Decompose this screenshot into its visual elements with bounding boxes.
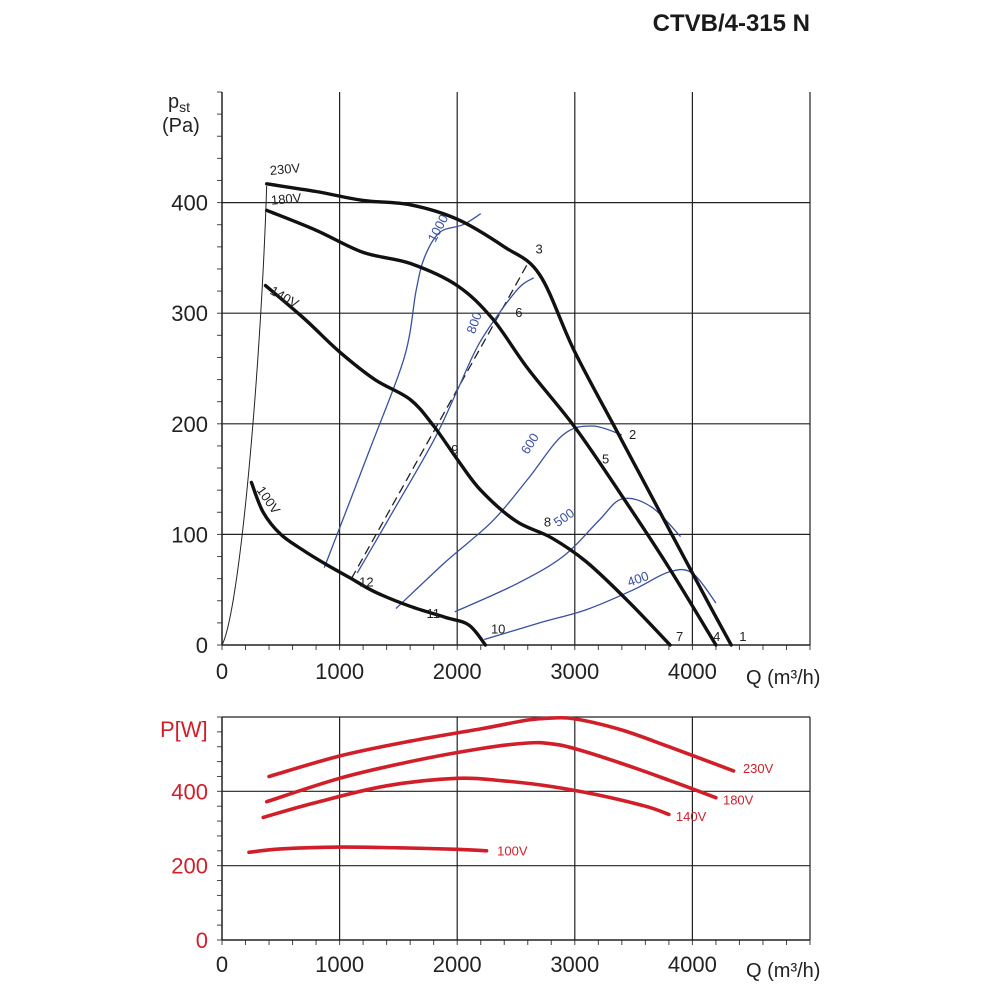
- point-label-6: 6: [515, 305, 522, 320]
- x-tick-label: 2000: [433, 659, 482, 684]
- x-axis-title-unit: (m³/h): [767, 960, 820, 982]
- y-tick-label: 400: [171, 779, 208, 804]
- y-tick-label: 100: [171, 522, 208, 547]
- point-label-7: 7: [676, 629, 683, 644]
- point-label-12: 12: [359, 575, 373, 590]
- chart-title: CTVB/4-315 N: [652, 10, 810, 37]
- rpm-label-600: 600: [518, 430, 542, 456]
- x-tick-label: 3000: [550, 952, 599, 977]
- power-series-label-100v: 100V: [497, 843, 528, 858]
- power-curve-230v: [267, 715, 736, 779]
- power-series-label-230v: 230V: [743, 761, 774, 776]
- point-label-1: 1: [739, 629, 746, 644]
- x-axis-title: Q (m³/h): [746, 960, 820, 982]
- rpm-curve-800: [356, 277, 534, 574]
- pressure-curve-230v: [265, 182, 733, 647]
- system-curve: [221, 185, 268, 646]
- y-tick-label: 400: [171, 191, 208, 216]
- pressure-chart: 0 1000 2000 3000 4000 0 100 200 300 400 Q (m³/h) ps…: [162, 91, 820, 689]
- x-tick-label: 4000: [668, 952, 717, 977]
- point-label-4: 4: [713, 629, 720, 644]
- pressure-curve-180v: [265, 208, 718, 647]
- x-tick-label: 1000: [315, 952, 364, 977]
- point-label-9: 9: [451, 442, 458, 457]
- y-tick-label: 0: [196, 928, 208, 953]
- y-axis-title-sub: st: [179, 99, 190, 115]
- x-tick-label: 3000: [550, 659, 599, 684]
- x-axis-title-unit: (m³/h): [767, 667, 820, 689]
- y-axis-unit: (Pa): [162, 115, 200, 137]
- y-tick-label: 0: [196, 633, 208, 658]
- x-tick-label: 1000: [315, 659, 364, 684]
- x-tick-label: 4000: [668, 659, 717, 684]
- point-label-11: 11: [426, 606, 440, 621]
- power-curve-140v: [261, 776, 671, 820]
- y-tick-label: 200: [171, 412, 208, 437]
- power-curve-100v: [247, 845, 489, 855]
- x-axis-title-main: Q: [746, 960, 767, 982]
- point-label-3: 3: [536, 241, 543, 256]
- pressure-curve-140v: [263, 283, 672, 647]
- point-label-10: 10: [491, 621, 505, 636]
- rpm-curve-1000: [323, 213, 482, 568]
- x-axis-title: Q (m³/h): [746, 667, 820, 689]
- x-axis-title-main: Q: [746, 667, 767, 689]
- x-tick-label: 0: [216, 952, 228, 977]
- rpm-curve-500: [454, 497, 682, 613]
- pressure-curve-100v: [249, 480, 488, 647]
- rpm-label-500: 500: [551, 505, 577, 530]
- x-tick-label: 0: [216, 659, 228, 684]
- power-chart: 0 1000 2000 3000 4000 0 200 400 Q (m³/h) P[W] 230V…: [160, 715, 820, 982]
- y-axis-title-main: p: [168, 91, 179, 113]
- series-label-180v: 180V: [270, 190, 302, 208]
- y-axis-title: P[W]: [160, 717, 208, 742]
- series-label-140v: 140V: [268, 283, 302, 311]
- y-axis-title: pst: [168, 91, 190, 115]
- rpm-label-400: 400: [625, 568, 651, 590]
- rpm-label-800: 800: [463, 310, 485, 336]
- power-series-label-140v: 140V: [676, 809, 707, 824]
- power-curve-180v: [264, 740, 718, 804]
- y-tick-label: 300: [171, 301, 208, 326]
- x-tick-label: 2000: [433, 952, 482, 977]
- power-series-label-180v: 180V: [723, 792, 754, 807]
- y-tick-label: 200: [171, 854, 208, 879]
- point-label-5: 5: [602, 451, 609, 466]
- rpm-curve-600: [395, 425, 623, 609]
- point-label-8: 8: [544, 515, 551, 530]
- series-label-230v: 230V: [269, 160, 301, 178]
- dashed-operating-line: [350, 263, 529, 579]
- point-label-2: 2: [629, 427, 636, 442]
